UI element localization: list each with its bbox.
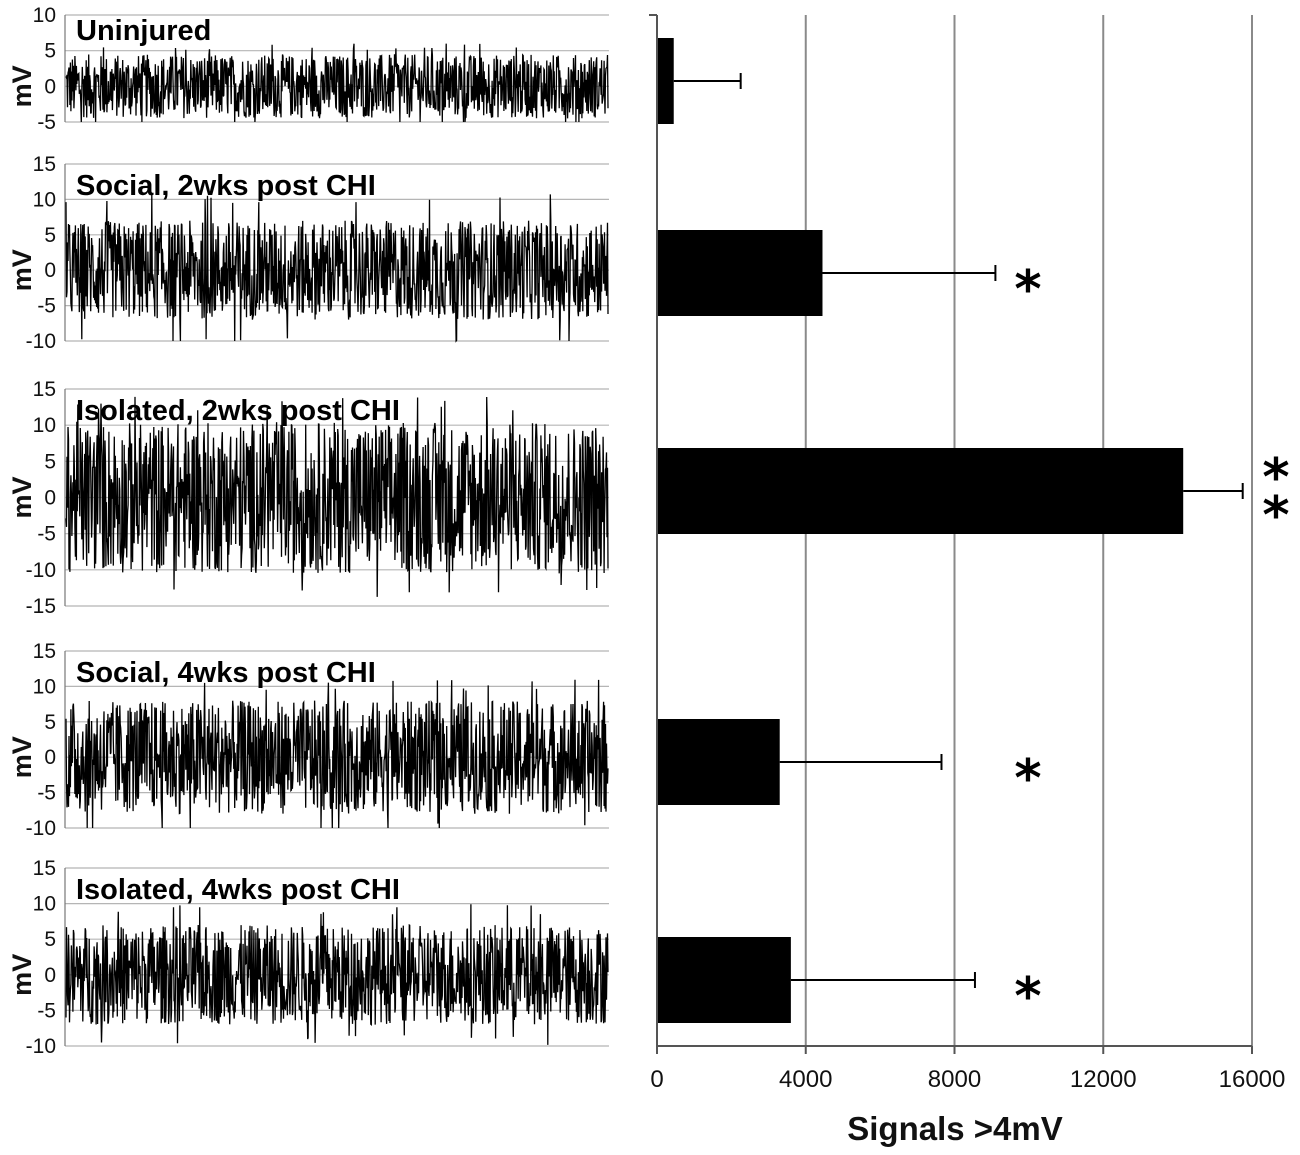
x-tick-label: 8000	[928, 1066, 981, 1093]
y-tick-label: -10	[26, 817, 56, 840]
bar	[658, 719, 780, 805]
bar	[658, 937, 791, 1023]
significance-marker: *	[1014, 967, 1041, 1027]
x-tick-label: 0	[650, 1066, 663, 1093]
bar-group-4: *	[658, 719, 1042, 809]
y-axis-label: mV	[7, 954, 37, 996]
y-tick-label: 10	[33, 188, 56, 211]
y-tick-label: 10	[33, 414, 56, 437]
y-tick-label: 15	[33, 153, 56, 176]
trace-panel-2: 15 10 5 0 -5 -10 mV Social, 2wks post CHI	[7, 153, 609, 353]
y-tick-label: 10	[33, 675, 56, 698]
y-tick-label: 0	[44, 964, 56, 987]
y-axis-label: mV	[7, 476, 37, 518]
y-tick-label: -5	[37, 782, 56, 805]
y-tick-label: -5	[37, 999, 56, 1022]
y-tick-label: -5	[37, 111, 56, 134]
panel-title: Social, 2wks post CHI	[76, 170, 376, 202]
panel-title: Social, 4wks post CHI	[76, 657, 376, 689]
y-tick-label: 5	[44, 40, 56, 63]
y-tick-label: -5	[37, 523, 56, 546]
y-tick-label: 10	[33, 893, 56, 916]
x-tick-label: 4000	[779, 1066, 832, 1093]
y-tick-label: 5	[44, 450, 56, 473]
y-axis-label: mV	[7, 249, 37, 291]
panel-title: Uninjured	[76, 15, 211, 47]
bar-group-1	[658, 38, 742, 124]
y-axis-label: mV	[7, 736, 37, 778]
eeg-trace	[65, 679, 609, 829]
eeg-trace	[65, 396, 609, 597]
signals-bar-chart: 0 4000 8000 12000 16000** ***Signals >4mV	[649, 14, 1290, 1147]
panel-title: Isolated, 2wks post CHI	[76, 395, 400, 427]
x-tick-label: 12000	[1070, 1066, 1137, 1093]
y-tick-label: -15	[26, 595, 56, 618]
eeg-trace	[65, 193, 609, 343]
trace-panel-3: 15 10 5 0 -5 -10 -15 mV Isolated, 2wks post CHI	[7, 378, 609, 618]
y-axis-label: mV	[7, 65, 37, 107]
bar	[658, 230, 823, 316]
y-tick-label: -10	[26, 330, 56, 353]
significance-marker: * *	[1262, 448, 1289, 546]
bar-group-2: *	[658, 230, 1042, 320]
panel-title: Isolated, 4wks post CHI	[76, 874, 400, 906]
y-tick-label: 5	[44, 224, 56, 247]
y-tick-label: 15	[33, 857, 56, 880]
y-tick-label: 0	[44, 487, 56, 510]
trace-panel-4: 15 10 5 0 -5 -10 mV Social, 4wks post CHI	[7, 640, 609, 840]
bar-group-5: *	[658, 937, 1042, 1027]
y-tick-label: -10	[26, 559, 56, 582]
y-tick-label: 15	[33, 640, 56, 663]
y-tick-label: 5	[44, 711, 56, 734]
trace-panel-5: 15 10 5 0 -5 -10 mV Isolated, 4wks post CHI	[7, 857, 609, 1058]
bar	[658, 448, 1184, 534]
x-tick-label: 16000	[1219, 1066, 1286, 1093]
y-tick-label: 5	[44, 928, 56, 951]
y-tick-label: 0	[44, 259, 56, 282]
y-tick-label: 10	[33, 4, 56, 27]
bar	[658, 38, 674, 124]
y-tick-label: 0	[44, 746, 56, 769]
y-tick-label: 15	[33, 378, 56, 401]
significance-marker: *	[1014, 749, 1041, 809]
x-axis-label: Signals >4mV	[847, 1110, 1063, 1147]
y-tick-label: -5	[37, 295, 56, 318]
trace-panel-1: 10 5 0 -5mV Uninjured	[7, 4, 609, 134]
bar-group-3: * *	[658, 448, 1290, 546]
y-tick-label: 0	[44, 75, 56, 98]
y-tick-label: -10	[26, 1035, 56, 1058]
eeg-trace	[65, 904, 609, 1045]
eeg-trace	[65, 43, 609, 123]
significance-marker: *	[1014, 260, 1041, 320]
